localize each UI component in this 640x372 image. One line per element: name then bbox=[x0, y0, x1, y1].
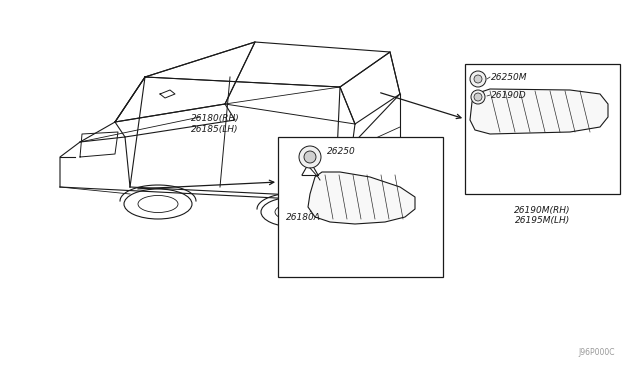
Text: J96P000C: J96P000C bbox=[579, 348, 615, 357]
Bar bbox=[278, 137, 443, 277]
Circle shape bbox=[474, 75, 482, 83]
Text: 26250: 26250 bbox=[327, 148, 356, 157]
Circle shape bbox=[470, 71, 486, 87]
Text: 26180A: 26180A bbox=[286, 212, 321, 221]
Circle shape bbox=[474, 93, 482, 101]
Circle shape bbox=[471, 90, 485, 104]
Circle shape bbox=[299, 146, 321, 168]
Text: 26250M: 26250M bbox=[491, 73, 527, 81]
Text: 26180(RH)
26185(LH): 26180(RH) 26185(LH) bbox=[191, 114, 239, 134]
Polygon shape bbox=[470, 89, 608, 134]
Text: 26190D: 26190D bbox=[491, 90, 527, 99]
Circle shape bbox=[304, 151, 316, 163]
Text: 26190M(RH)
26195M(LH): 26190M(RH) 26195M(LH) bbox=[515, 206, 571, 225]
Bar bbox=[465, 64, 620, 194]
Polygon shape bbox=[308, 172, 415, 224]
